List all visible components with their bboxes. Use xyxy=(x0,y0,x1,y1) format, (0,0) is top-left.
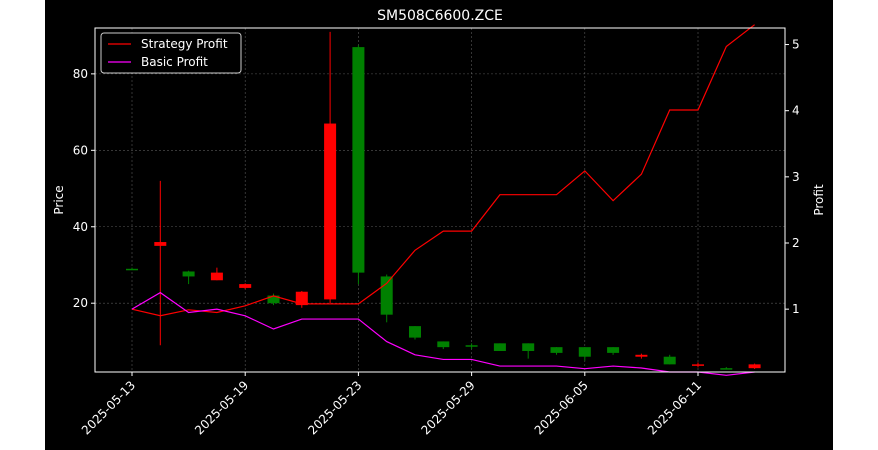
candle-body xyxy=(295,291,308,306)
x-tick-label: 2025-06-11 xyxy=(645,378,704,437)
candles xyxy=(126,31,761,370)
x-tick-label: 2025-05-19 xyxy=(192,378,251,437)
strategy-profit-line xyxy=(131,24,755,317)
x-tick-label: 2025-06-05 xyxy=(532,378,591,437)
candle-body xyxy=(126,268,138,271)
candle-body xyxy=(465,345,478,347)
candle-body xyxy=(607,347,620,353)
candle-body xyxy=(154,242,167,246)
candle-body xyxy=(578,347,591,357)
y-left-tick-label: 80 xyxy=(73,67,88,81)
candle-body xyxy=(493,343,506,351)
basic-profit-line xyxy=(131,291,755,376)
y-right-tick-label: 3 xyxy=(792,170,800,184)
plot-frame xyxy=(94,27,786,373)
y-left-tick-label: 40 xyxy=(73,220,88,234)
candle-body xyxy=(720,368,733,370)
chart-title: SM508C6600.ZCE xyxy=(377,8,503,24)
candle-body xyxy=(409,326,421,338)
candle-body xyxy=(522,343,535,351)
y-left-tick-label: 60 xyxy=(73,143,88,157)
candle-body xyxy=(324,123,337,300)
candle-body xyxy=(748,364,761,369)
candle-body xyxy=(550,347,563,353)
candle-body xyxy=(663,356,676,365)
y-right-tick-label: 4 xyxy=(792,104,800,118)
candle-body xyxy=(267,295,280,304)
candle-body xyxy=(437,341,450,348)
profit-lines xyxy=(131,24,755,376)
legend-label-strategy: Strategy Profit xyxy=(141,37,228,51)
x-axis-ticks: 2025-05-13 2025-05-19 2025-05-23 2025-05-29… xyxy=(79,372,704,437)
chart-figure: 2025-05-13 2025-05-19 2025-05-23 2025-05-29… xyxy=(45,0,833,450)
y-right-tick-label: 5 xyxy=(792,38,800,52)
legend-box xyxy=(100,32,242,74)
chart-svg: 2025-05-13 2025-05-19 2025-05-23 2025-05-29… xyxy=(52,8,826,437)
candle-body xyxy=(692,364,704,366)
legend: Strategy Profit Basic Profit xyxy=(100,32,242,74)
y-axis-label-left: Price xyxy=(52,185,66,214)
candle-body xyxy=(352,47,365,273)
y-axis-label-right: Profit xyxy=(812,184,826,216)
candle-body xyxy=(635,354,648,357)
candle-body xyxy=(380,276,393,315)
legend-label-basic: Basic Profit xyxy=(141,55,208,69)
y-left-axis-ticks: 20 40 60 80 xyxy=(73,67,95,310)
candle-body xyxy=(210,272,223,281)
x-tick-label: 2025-05-29 xyxy=(419,378,478,437)
y-right-axis-ticks: 1 2 3 4 5 xyxy=(785,38,800,316)
x-tick-label: 2025-05-13 xyxy=(79,378,138,437)
candle-body xyxy=(239,284,252,288)
grid-lines xyxy=(95,28,785,372)
candle-body xyxy=(182,271,195,277)
y-right-tick-label: 2 xyxy=(792,236,800,250)
x-tick-label: 2025-05-23 xyxy=(305,378,364,437)
y-left-tick-label: 20 xyxy=(73,296,88,310)
y-right-tick-label: 1 xyxy=(792,302,800,316)
